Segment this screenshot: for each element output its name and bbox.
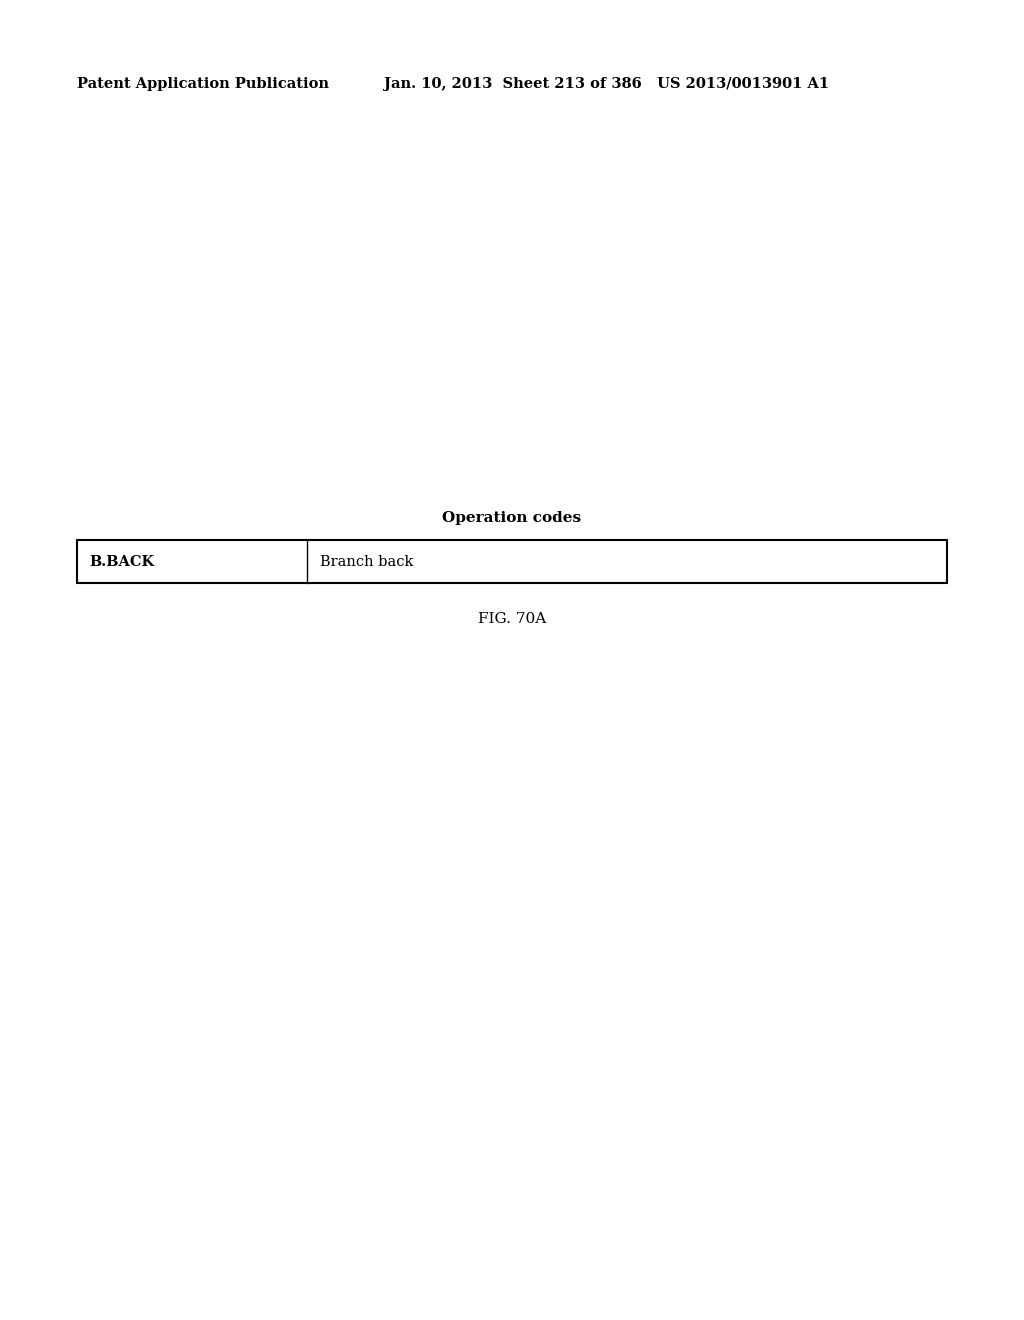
Text: Jan. 10, 2013  Sheet 213 of 386   US 2013/0013901 A1: Jan. 10, 2013 Sheet 213 of 386 US 2013/0… [384,77,829,91]
Text: Branch back: Branch back [319,554,413,569]
Text: Operation codes: Operation codes [442,511,582,525]
Bar [77,540,947,583]
Text: B.BACK: B.BACK [89,554,155,569]
Text: FIG. 70A: FIG. 70A [478,612,546,627]
Text: Patent Application Publication: Patent Application Publication [77,77,329,91]
